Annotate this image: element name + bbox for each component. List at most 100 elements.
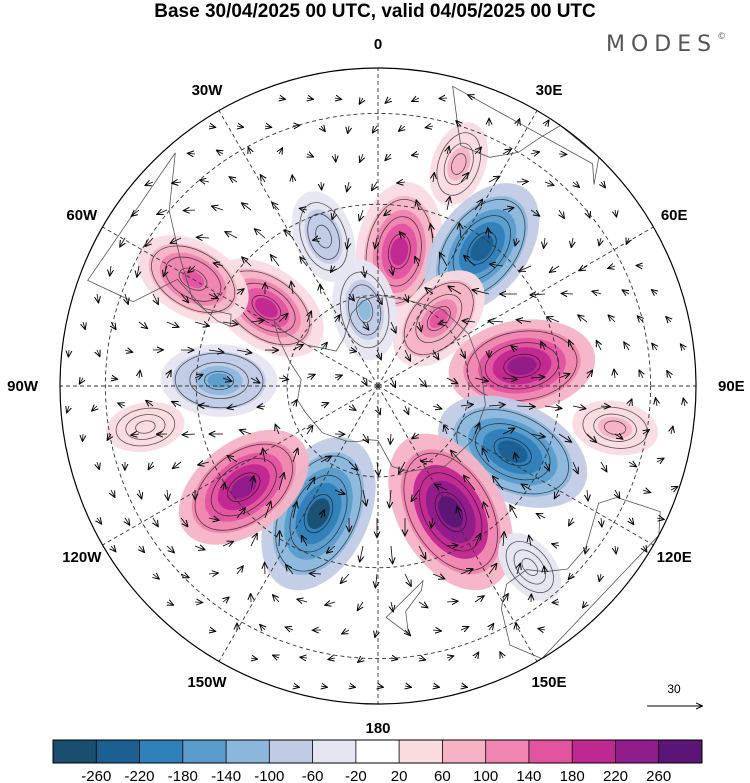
- wind-vector: [67, 405, 69, 413]
- wind-vector: [656, 458, 664, 462]
- wind-vector: [302, 536, 308, 547]
- wind-vector: [667, 371, 671, 379]
- new-zealand-coast: [385, 579, 424, 635]
- wind-vector: [347, 237, 349, 249]
- wind-vector: [341, 573, 350, 583]
- wind-vector: [335, 153, 336, 162]
- wind-vector: [223, 483, 225, 491]
- colorbar-swatch: [442, 740, 487, 763]
- wind-vector: [321, 510, 324, 519]
- colorbar-tick-label: 140: [516, 768, 541, 783]
- wind-vector: [544, 406, 562, 408]
- wind-vector: [236, 566, 243, 575]
- wind-vector: [173, 461, 182, 468]
- wind-vector: [293, 400, 297, 406]
- wind-vector: [608, 266, 616, 268]
- anomaly-center: [498, 532, 562, 602]
- wind-vector: [489, 624, 494, 630]
- wind-vector: [390, 433, 391, 444]
- wind-vector: [397, 182, 406, 183]
- wind-vector: [349, 293, 354, 301]
- wind-vector: [261, 175, 266, 183]
- wind-vector: [399, 126, 405, 131]
- wind-vector: [569, 574, 574, 579]
- wind-vector: [139, 546, 144, 552]
- colorbar-tick-label: -220: [124, 768, 154, 783]
- wind-vector: [460, 173, 468, 183]
- wind-vector: [464, 476, 476, 491]
- wind-vector: [348, 406, 356, 410]
- wind-vector: [320, 343, 327, 351]
- wind-vector: [447, 197, 450, 211]
- wind-vector: [579, 266, 588, 271]
- wind-vector: [180, 517, 188, 526]
- colorbar-tick-label: 20: [391, 768, 408, 783]
- wind-vector: [552, 544, 560, 546]
- wind-vector: [601, 182, 605, 188]
- wind-vector: [148, 461, 153, 469]
- wind-vector: [573, 182, 579, 187]
- brand-name: MODES: [606, 32, 718, 57]
- colorbar-tick-label: -180: [168, 768, 198, 783]
- wind-vector: [118, 403, 126, 406]
- wind-vector: [209, 630, 215, 631]
- wind-vector: [405, 630, 410, 636]
- wind-vector: [587, 370, 592, 379]
- wind-vector: [547, 317, 560, 322]
- wind-vector: [671, 426, 673, 435]
- wind-vector: [278, 473, 284, 491]
- anomaly-center: [291, 191, 356, 282]
- wind-vector: [637, 266, 644, 267]
- wind-vector: [558, 374, 570, 378]
- wind-vector: [110, 265, 111, 276]
- longitude-label: 150W: [187, 674, 227, 691]
- wind-vector: [558, 433, 571, 442]
- reference-vector: 30: [647, 682, 702, 706]
- wind-vector: [586, 433, 596, 442]
- anomaly-center: [160, 344, 278, 417]
- wind-vector: [83, 321, 85, 329]
- wind-vector: [652, 290, 657, 294]
- wind-vector: [358, 658, 363, 662]
- wind-vector: [652, 344, 657, 351]
- wind-vector: [375, 237, 377, 248]
- colorbar-tick-label: -20: [345, 768, 367, 783]
- wind-vector: [300, 657, 308, 658]
- wind-vector: [502, 208, 514, 210]
- wind-vector: [363, 433, 368, 443]
- wind-vector: [432, 630, 441, 631]
- wind-vector: [225, 232, 238, 239]
- wind-vector: [643, 546, 647, 552]
- wind-vector: [600, 461, 607, 472]
- wind-vector: [111, 378, 117, 379]
- wind-vector: [97, 461, 99, 469]
- wind-vector: [656, 518, 664, 519]
- wind-vector: [111, 489, 115, 497]
- wind-vector: [153, 574, 159, 579]
- wind-vector: [222, 322, 238, 324]
- wind-vector: [475, 423, 480, 435]
- wind-vector: [400, 232, 406, 238]
- wind-vector: [271, 255, 280, 267]
- wind-vector: [426, 126, 434, 128]
- wind-vector: [248, 148, 251, 154]
- wind-vector: [608, 315, 616, 323]
- colorbar-tick-label: 260: [646, 768, 671, 783]
- colorbar-swatch: [269, 740, 314, 763]
- wind-vector: [194, 546, 205, 550]
- wind-vector: [286, 565, 294, 575]
- wind-vector: [172, 402, 182, 406]
- wind-vector: [332, 209, 335, 219]
- wind-vector: [405, 686, 411, 687]
- wind-vector: [251, 476, 254, 491]
- wind-vector: [360, 545, 363, 562]
- wind-vector: [334, 490, 345, 494]
- wind-vector: [347, 181, 349, 192]
- wind-vector: [502, 149, 511, 154]
- wind-vector: [530, 209, 539, 216]
- wind-vector: [120, 237, 125, 247]
- wind-vector: [348, 125, 349, 133]
- wind-vector: [349, 686, 355, 687]
- wind-vector: [182, 434, 196, 435]
- wind-vector: [293, 502, 297, 519]
